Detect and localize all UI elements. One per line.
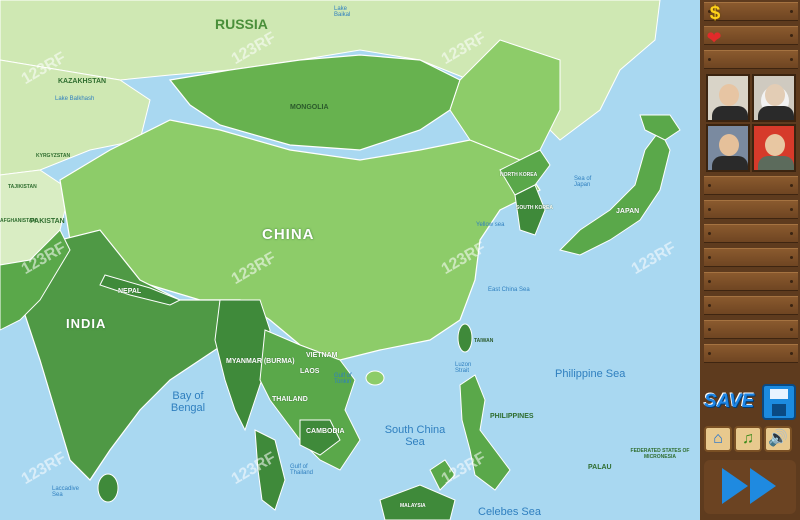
region-nepal xyxy=(99,274,182,306)
region-south-korea xyxy=(514,184,546,236)
label-philippine-sea: Philippine Sea xyxy=(555,368,626,380)
region-india xyxy=(19,229,241,481)
region-sri-lanka xyxy=(97,473,119,503)
asia-map[interactable]: RUSSIA KAZAKHSTAN MONGOLIA CHINA INDIA P… xyxy=(0,0,700,520)
label-lake-baikal: Lake Baikal xyxy=(334,6,351,18)
home-button[interactable]: ⌂ xyxy=(704,426,732,452)
label-palau: PALAU xyxy=(588,464,612,471)
label-japan: JAPAN xyxy=(616,208,640,215)
label-sea-of-japan: Sea of Japan xyxy=(574,176,592,188)
fast-forward-icon xyxy=(750,468,776,504)
label-mongolia: MONGOLIA xyxy=(290,104,329,111)
label-bay-of-bengal: Bay of Bengal xyxy=(170,390,206,414)
label-malaysia: MALAYSIA xyxy=(400,503,426,509)
label-india: INDIA xyxy=(66,316,107,331)
label-laos: LAOS xyxy=(300,368,320,375)
leader-portrait-4[interactable] xyxy=(752,124,796,172)
label-east-china-sea: East China Sea xyxy=(488,287,530,293)
home-icon: ⌂ xyxy=(713,430,723,447)
label-china: CHINA xyxy=(262,226,315,243)
plank xyxy=(704,200,798,219)
plank xyxy=(704,344,798,363)
label-celebes-sea: Celebes Sea xyxy=(478,506,541,518)
label-tajikistan: TAJIKISTAN xyxy=(8,184,37,190)
floppy-disk-icon[interactable] xyxy=(762,384,796,420)
label-laccadive-sea: Laccadive Sea xyxy=(52,486,80,498)
label-lake-balkhash: Lake Balkhash xyxy=(55,96,95,102)
label-thailand: THAILAND xyxy=(272,396,308,403)
portrait-face xyxy=(719,134,739,156)
speaker-icon: 🔊 xyxy=(768,430,788,447)
leader-portrait-3[interactable] xyxy=(706,124,750,172)
music-button[interactable]: ♫ xyxy=(734,426,762,452)
region-borneo xyxy=(379,484,456,520)
plank xyxy=(704,224,798,243)
money-icon: $ xyxy=(709,3,721,24)
plank xyxy=(704,320,798,339)
label-kyrgyzstan: KYRGYZSTAN xyxy=(36,153,71,159)
region-philippines xyxy=(459,374,511,491)
leader-portrait-1[interactable] xyxy=(706,74,750,122)
region-hokkaido xyxy=(639,114,681,141)
portrait-body xyxy=(712,106,748,120)
label-cambodia: CAMBODIA xyxy=(306,428,345,435)
label-afghanistan: AFGHANISTAN xyxy=(0,218,37,224)
health-plank xyxy=(704,26,798,45)
leader-portrait-2[interactable] xyxy=(752,74,796,122)
label-luzon-strait: Luzon Strait xyxy=(455,362,472,374)
region-pakistan xyxy=(0,229,71,331)
region-north-korea xyxy=(499,149,551,196)
label-south-china-sea: South China Sea xyxy=(384,424,446,448)
label-kazakhstan: KAZAKHSTAN xyxy=(58,78,107,85)
fast-forward-button[interactable] xyxy=(704,460,796,514)
label-nepal: NEPAL xyxy=(118,288,142,295)
heart-icon: ❤ xyxy=(706,28,722,48)
label-yellow-sea: Yellow sea xyxy=(476,222,505,228)
plank xyxy=(704,176,798,195)
music-note-icon: ♫ xyxy=(742,430,754,447)
label-russia: RUSSIA xyxy=(215,16,268,32)
label-pakistan: PAKISTAN xyxy=(30,218,65,225)
label-south-korea: SOUTH KOREA xyxy=(516,205,553,211)
label-gulf-of-thailand: Gulf of Thailand xyxy=(290,464,314,476)
portrait-body xyxy=(758,106,794,120)
region-philippines-south xyxy=(429,459,456,491)
plank xyxy=(704,272,798,291)
region-cambodia xyxy=(299,419,341,456)
map-graphic xyxy=(0,0,681,520)
money-plank xyxy=(704,2,798,21)
region-taiwan xyxy=(457,323,473,353)
save-button[interactable]: SAVE xyxy=(704,391,755,412)
portrait-body xyxy=(712,156,748,170)
portrait-face xyxy=(765,84,785,106)
label-taiwan: TAIWAN xyxy=(474,338,494,344)
label-micronesia: FEDERATED STATES OF MICRONESIA xyxy=(630,448,690,460)
label-vietnam: VIETNAM xyxy=(306,352,338,359)
portrait-face xyxy=(719,84,739,106)
plank xyxy=(704,50,798,69)
label-myanmar: MYANMAR (BURMA) xyxy=(226,358,295,365)
region-myanmar xyxy=(214,299,271,432)
fast-forward-icon xyxy=(722,468,748,504)
region-malay xyxy=(254,429,286,511)
label-philippines: PHILIPPINES xyxy=(490,413,534,420)
region-hainan xyxy=(365,370,385,386)
plank xyxy=(704,296,798,315)
label-gulf-of-tonkin: Gulf of Tonkin xyxy=(334,373,352,385)
sound-button[interactable]: 🔊 xyxy=(764,426,792,452)
portrait-face xyxy=(765,134,785,156)
label-north-korea: NORTH KOREA xyxy=(500,172,538,178)
portrait-body xyxy=(758,156,794,170)
plank xyxy=(704,248,798,267)
